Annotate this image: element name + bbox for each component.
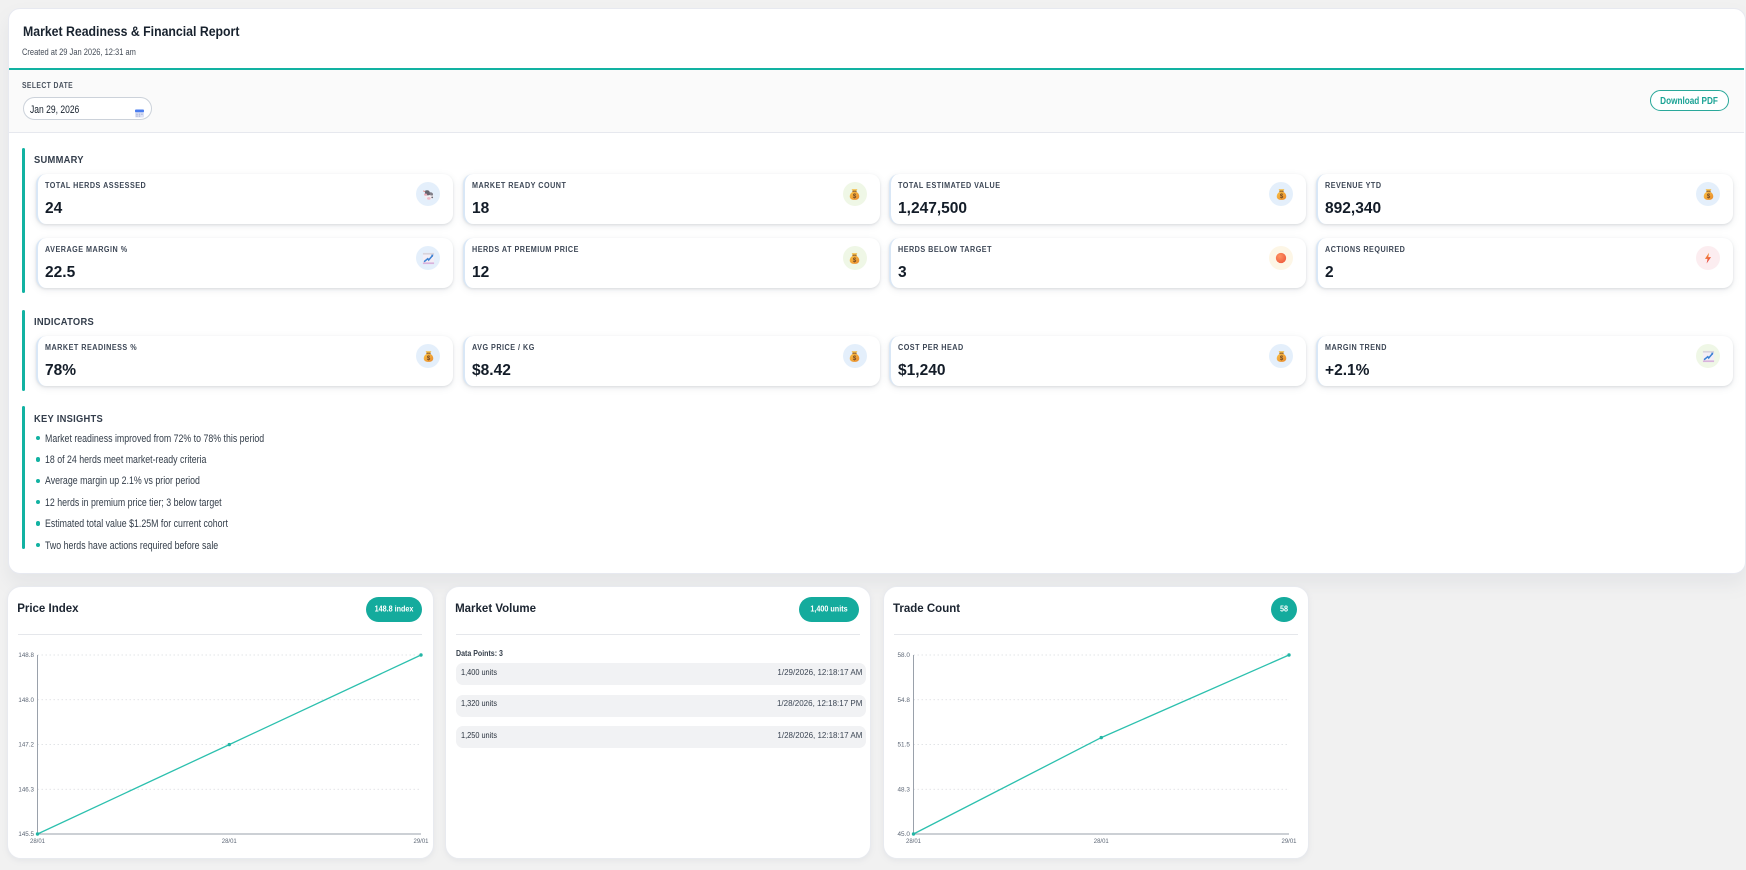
svg-text:28/01: 28/01: [30, 838, 45, 845]
svg-text:48.3: 48.3: [897, 786, 910, 793]
svg-text:148.0: 148.0: [18, 697, 34, 704]
svg-text:146.3: 146.3: [18, 786, 34, 793]
svg-text:28/01: 28/01: [906, 838, 921, 845]
svg-text:147.2: 147.2: [18, 742, 34, 749]
svg-text:58.0: 58.0: [897, 652, 910, 659]
svg-text:148.8: 148.8: [18, 652, 34, 659]
svg-text:51.5: 51.5: [897, 742, 910, 749]
svg-text:45.0: 45.0: [897, 831, 910, 838]
svg-text:$: $: [853, 193, 857, 199]
svg-text:54.8: 54.8: [897, 697, 910, 704]
svg-text:28/01: 28/01: [1094, 838, 1109, 845]
svg-text:$: $: [1280, 193, 1284, 199]
svg-text:145.5: 145.5: [18, 831, 34, 838]
svg-text:29/01: 29/01: [414, 838, 429, 845]
svg-text:$: $: [1706, 193, 1710, 199]
svg-text:$: $: [1280, 355, 1284, 361]
svg-text:28/01: 28/01: [222, 838, 237, 845]
svg-text:$: $: [853, 257, 857, 263]
svg-text:$: $: [427, 355, 431, 361]
svg-text:29/01: 29/01: [1281, 838, 1296, 845]
svg-text:$: $: [853, 355, 857, 361]
